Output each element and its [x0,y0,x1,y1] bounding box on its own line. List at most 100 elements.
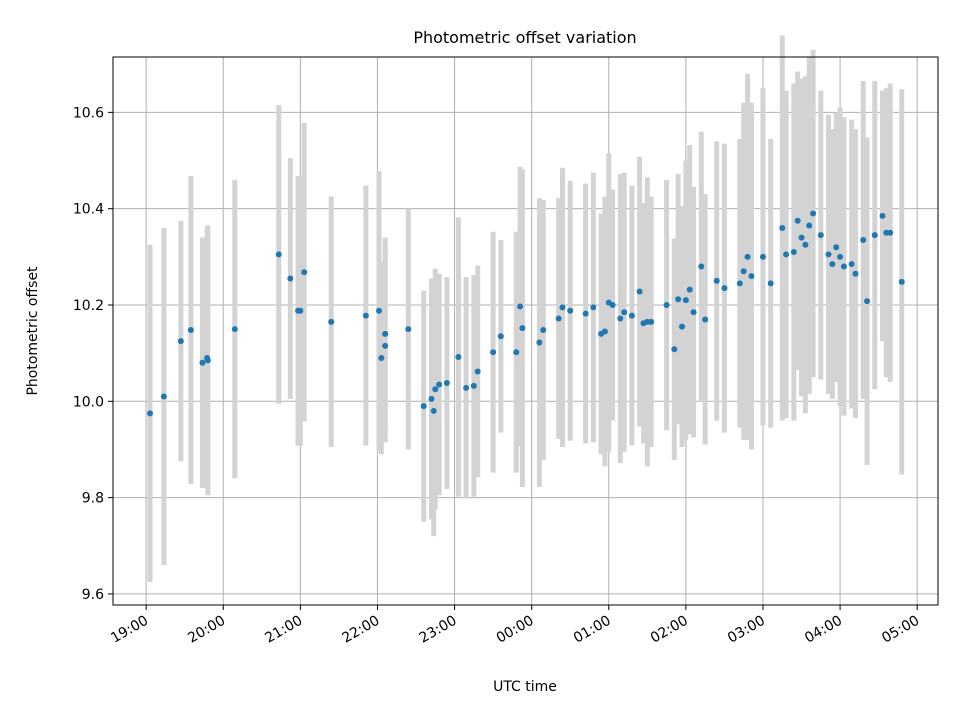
data-point [513,349,520,356]
data-point [794,217,801,224]
data-point [690,309,697,316]
data-point [555,315,562,322]
data-point [382,342,389,349]
data-point [759,253,766,260]
data-point [864,298,871,305]
data-point [848,261,855,268]
data-point [490,349,497,356]
data-point [455,354,462,361]
data-point [806,222,813,229]
y-axis-label: Photometric offset [25,266,41,396]
data-point [829,261,836,268]
data-point [362,312,369,319]
data-point [744,253,751,260]
data-point [721,285,728,292]
data-point [833,244,840,251]
data-point [536,339,543,346]
y-axis-ticks: 9.6 9.8 10.0 10.2 10.4 10.6 [73,105,113,603]
data-point [147,410,154,417]
data-point [686,286,693,293]
data-point [428,395,435,402]
data-point [671,346,678,353]
data-point [376,307,383,314]
data-point [679,323,686,330]
data-point [275,251,282,258]
data-point [405,326,412,333]
data-point [231,326,238,333]
data-point [802,241,809,248]
data-point [898,278,905,285]
data-point [713,277,720,284]
y-tick-label: 10.6 [73,105,104,121]
data-point [736,280,743,287]
data-point [810,210,817,217]
chart-title: Photometric offset variation [413,28,636,47]
data-point [160,393,167,400]
data-point [663,301,670,308]
data-point [817,232,824,239]
x-axis-label: UTC time [493,679,557,695]
data-point [199,359,206,366]
data-point [675,296,682,303]
data-point [617,315,624,322]
data-point [301,269,308,276]
data-point [517,303,524,310]
data-point [420,403,427,410]
data-point [887,229,894,236]
data-point [470,382,477,389]
data-point [474,368,481,375]
y-tick-label: 10.0 [73,394,104,410]
data-point [852,270,859,277]
data-point [860,236,867,243]
data-point [601,328,608,335]
y-tick-label: 9.8 [82,491,104,507]
data-point [871,232,878,239]
data-point [837,253,844,260]
data-point [648,318,655,325]
data-point [740,268,747,275]
data-point [540,327,547,334]
data-point [621,309,628,316]
data-point [767,280,774,287]
y-tick-label: 10.2 [73,298,104,314]
data-point [559,304,566,311]
data-point [463,384,470,391]
data-point [798,234,805,241]
data-point [187,327,194,334]
data-point [328,318,335,325]
data-point [682,297,689,304]
data-point [790,249,797,256]
data-point [783,251,790,258]
y-tick-label: 9.6 [82,587,104,603]
data-point [497,333,504,340]
data-point [582,310,589,317]
data-point [382,330,389,337]
data-point [840,263,847,270]
y-tick-label: 10.4 [73,202,104,218]
data-point [748,273,755,280]
data-point [436,381,443,388]
data-point [204,357,211,364]
plot-frame [112,56,939,606]
data-point [628,312,635,319]
data-point [879,212,886,219]
data-point [698,263,705,270]
data-point [430,407,437,414]
data-point [287,275,294,282]
data-point [825,251,832,258]
data-point [443,380,450,387]
data-point [378,354,385,361]
data-point [177,338,184,345]
point-layer [147,210,905,417]
data-point [702,316,709,323]
data-point [779,224,786,231]
data-point [609,301,616,308]
data-point [567,307,574,314]
data-point [590,304,597,311]
data-point [297,307,304,314]
data-point [432,386,439,393]
data-point [519,325,526,332]
data-point [636,288,643,295]
